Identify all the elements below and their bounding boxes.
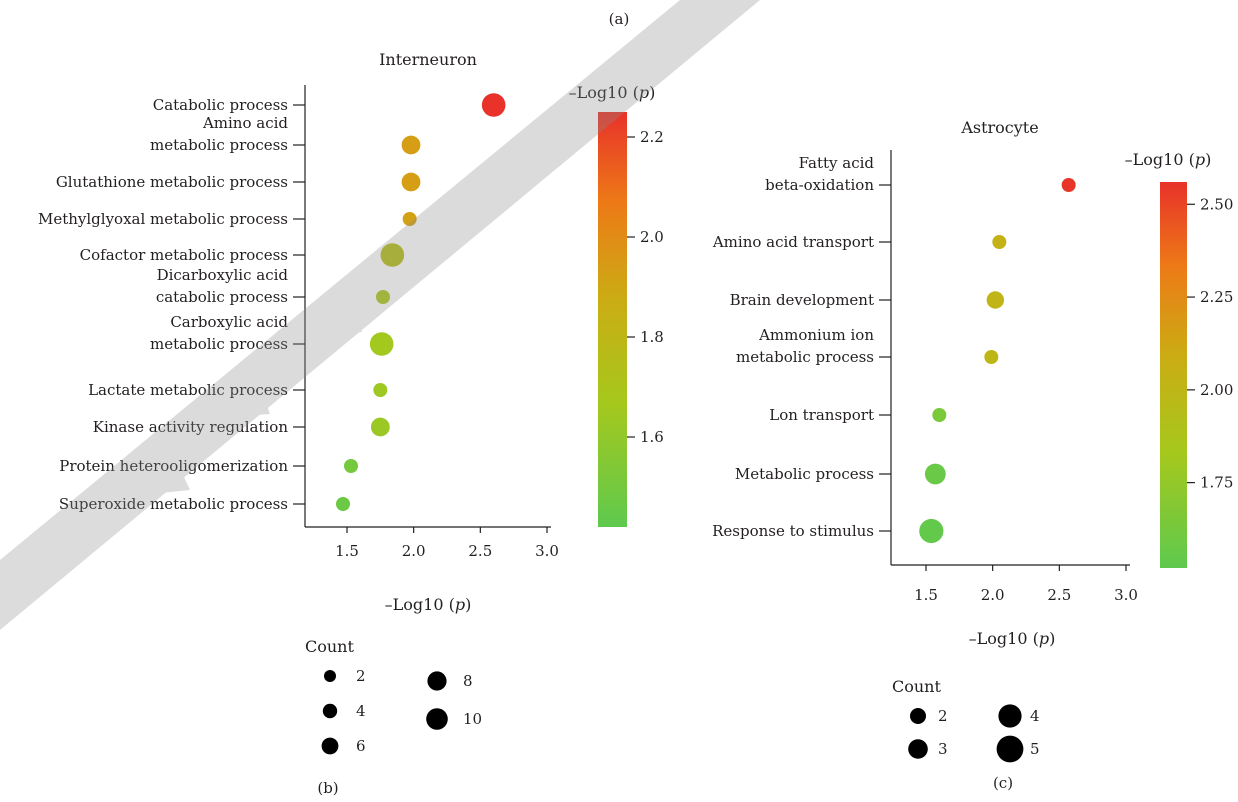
data-point <box>986 291 1005 309</box>
size-legend-dot <box>908 739 928 759</box>
colorbar-tick-label: 2.00 <box>1200 381 1233 399</box>
category-label: Response to stimulus <box>712 522 874 540</box>
category-label: Metabolic process <box>735 465 874 483</box>
size-legend-label: 5 <box>1030 740 1040 758</box>
size-legend-label: 8 <box>463 672 473 690</box>
colorbar-tick-label: 1.8 <box>640 328 664 346</box>
colorbar <box>1160 182 1187 568</box>
data-point <box>481 93 506 117</box>
x-tick-label: 3.0 <box>1114 586 1138 604</box>
x-tick-label: 2.5 <box>468 542 492 560</box>
category-label: Lactate metabolic process <box>88 381 288 399</box>
data-point <box>344 459 358 473</box>
category-label: metabolic process <box>150 136 288 154</box>
size-legend-label: 10 <box>463 710 482 728</box>
category-label: Kinase activity regulation <box>93 418 289 436</box>
colorbar <box>598 112 627 527</box>
size-legend-label: 4 <box>356 702 366 720</box>
x-tick-label: 1.5 <box>335 542 359 560</box>
category-label: beta-oxidation <box>765 176 874 194</box>
category-label: Dicarboxylic acid <box>157 266 289 284</box>
size-legend-dot <box>322 703 338 719</box>
panel-astrocyte: Astrocyte –Log10 (p) 1.5 2.0 2.5 3.0 Fatty a… <box>712 118 1234 792</box>
panel-label: (b) <box>317 779 338 797</box>
x-axis-title: –Log10 (p) <box>385 595 472 614</box>
size-legend-title: Count <box>892 677 941 696</box>
size-legend-dot <box>427 671 447 691</box>
colorbar-tick-label: 2.50 <box>1200 195 1233 213</box>
category-label: Amino acid <box>202 114 288 132</box>
data-point <box>932 408 947 422</box>
colorbar-title: –Log10 (p) <box>1125 150 1212 169</box>
colorbar-tick-label: 1.75 <box>1200 474 1233 492</box>
category-label: Protein heterooligomerization <box>59 457 288 475</box>
x-axis-title: –Log10 (p) <box>969 629 1056 648</box>
data-point <box>369 332 394 356</box>
size-legend-label: 2 <box>938 707 948 725</box>
size-legend-label: 3 <box>938 740 948 758</box>
size-legend-dot <box>426 708 448 730</box>
data-point <box>373 383 388 397</box>
size-legend-dot <box>910 708 926 724</box>
size-legend-dot <box>998 704 1022 728</box>
data-point <box>919 518 944 544</box>
category-label: Amino acid transport <box>712 233 874 251</box>
colorbar-tick-label: 2.2 <box>640 128 664 146</box>
data-point <box>402 212 417 226</box>
panel-title: Interneuron <box>379 50 477 69</box>
category-label: Brain development <box>730 291 874 309</box>
category-label: Catabolic process <box>153 96 288 114</box>
figure-label: (a) <box>609 10 630 28</box>
category-label: Fatty acid <box>799 154 875 172</box>
category-label: Carboxylic acid <box>170 313 288 331</box>
category-label: Cofactor metabolic process <box>80 246 288 264</box>
data-point <box>924 463 946 485</box>
data-point <box>376 290 390 304</box>
x-tick-label: 1.5 <box>914 586 938 604</box>
x-tick-label: 2.0 <box>981 586 1005 604</box>
category-label: catabolic process <box>156 288 288 306</box>
data-point <box>401 172 421 192</box>
x-tick-label: 3.0 <box>535 542 559 560</box>
size-legend-dot <box>996 735 1024 763</box>
data-point <box>380 243 405 267</box>
x-tick-label: 2.0 <box>402 542 426 560</box>
panel-label: (c) <box>993 774 1013 792</box>
category-label: Lon transport <box>769 406 874 424</box>
data-point <box>984 350 999 364</box>
data-point <box>992 235 1007 249</box>
plot-area: 1.5 2.0 2.5 3.0 Fatty acid beta-oxidation Amin… <box>712 150 1233 763</box>
colorbar-tick-label: 2.25 <box>1200 288 1233 306</box>
category-label: metabolic process <box>736 348 874 366</box>
colorbar-tick-label: 1.6 <box>640 428 664 446</box>
data-point <box>401 135 421 155</box>
data-point <box>1061 178 1076 192</box>
size-legend-label: 6 <box>356 737 366 755</box>
category-label: Superoxide metabolic process <box>59 495 288 513</box>
size-legend-dot <box>324 670 336 682</box>
size-legend-title: Count <box>305 637 354 656</box>
data-point <box>336 497 350 511</box>
panel-interneuron: Interneuron –Log10 (p) 1.5 2.0 2.5 3.0 Catab… <box>38 50 664 797</box>
colorbar-title: –Log10 (p) <box>569 83 656 102</box>
panel-title: Astrocyte <box>960 118 1038 137</box>
size-legend-dot <box>321 737 339 755</box>
category-label: Ammonium ion <box>758 326 874 344</box>
category-label: metabolic process <box>150 335 288 353</box>
category-label: Methylglyoxal metabolic process <box>38 210 288 228</box>
colorbar-tick-label: 2.0 <box>640 228 664 246</box>
size-legend-label: 2 <box>356 667 366 685</box>
retracted-watermark <box>0 0 760 630</box>
size-legend-label: 4 <box>1030 707 1040 725</box>
category-label: Glutathione metabolic process <box>56 173 288 191</box>
data-point <box>370 417 390 437</box>
x-tick-label: 2.5 <box>1047 586 1071 604</box>
